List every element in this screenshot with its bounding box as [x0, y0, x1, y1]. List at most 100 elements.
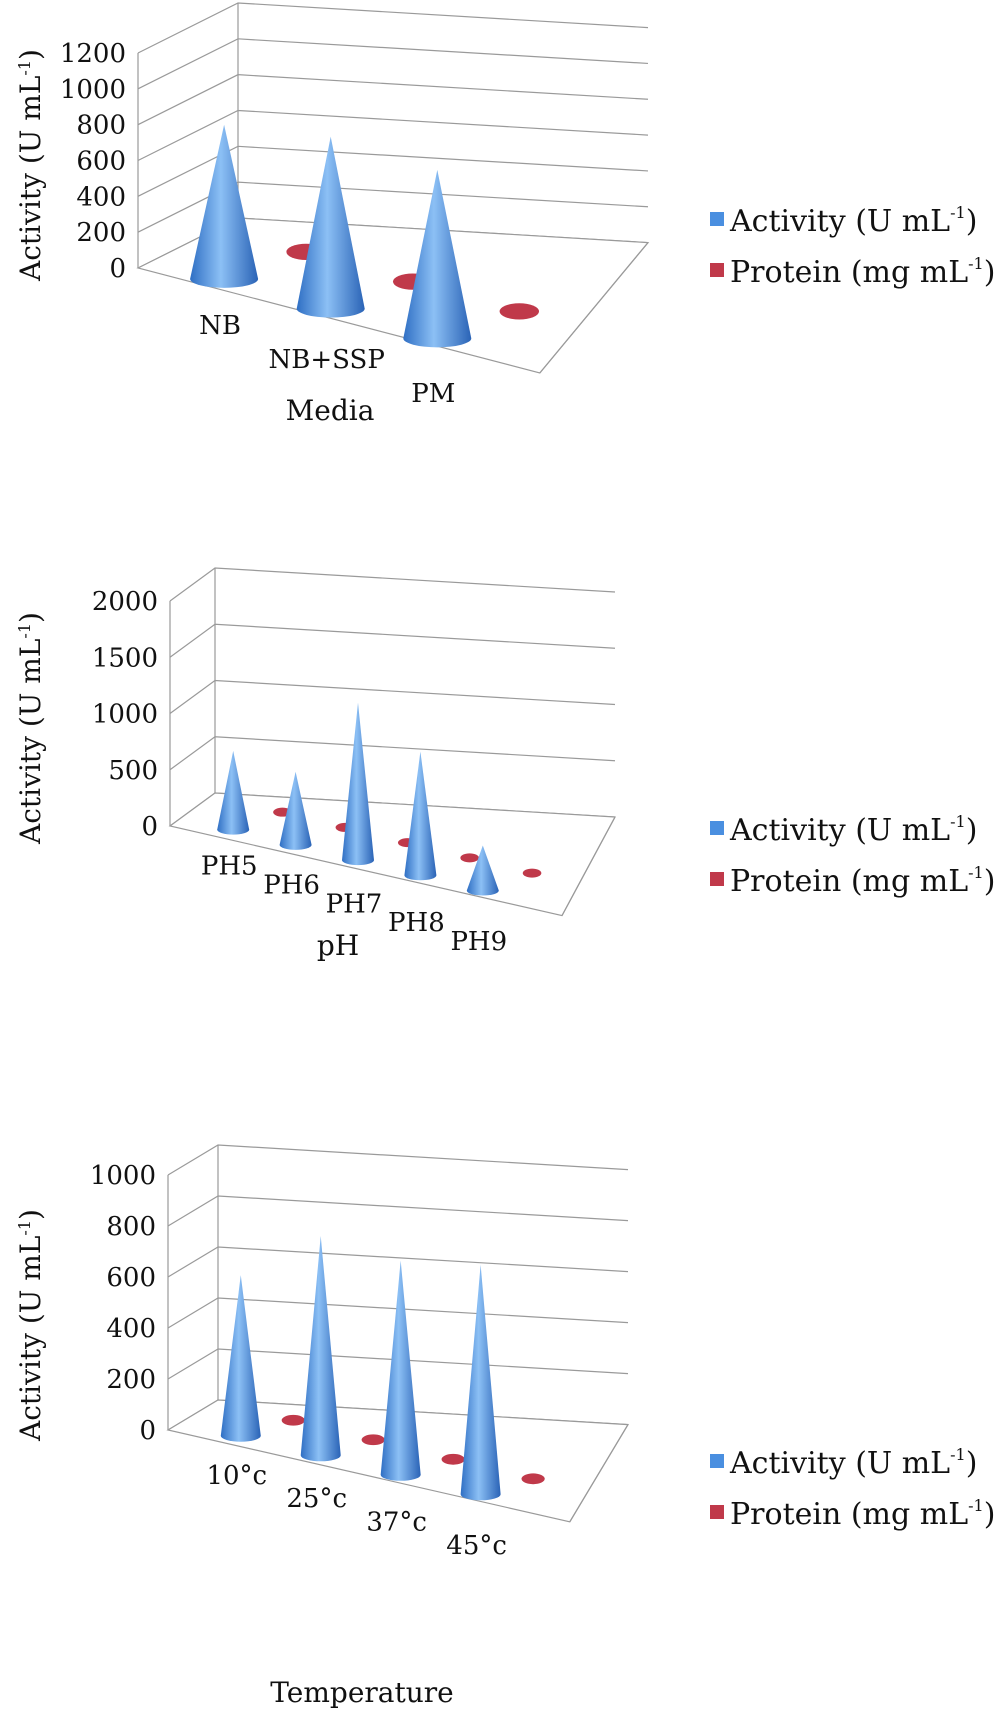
legend-swatch-activity [710, 1453, 724, 1468]
y-tick-label: 200 [106, 1365, 156, 1395]
protein-disc [521, 1473, 545, 1485]
protein-disc [460, 853, 479, 863]
legend-swatch-protein [710, 1504, 724, 1519]
chart-media: 0 200 400 600 800 1000 1200 Activity (U mL-1) NB… [14, 2, 650, 427]
activity-cone-body [342, 702, 374, 866]
x-tick-label: NB+SSP [269, 345, 385, 375]
y-tick-label: 0 [109, 254, 126, 284]
activity-cone-body [404, 751, 437, 881]
legend-ph: Activity (U mL-1) Protein (mg mL-1) [710, 802, 995, 904]
x-axis-label: pH [317, 929, 359, 962]
y-ticks: 0 500 1000 1500 2000 [92, 587, 158, 842]
activity-cone [404, 751, 437, 881]
x-tick-label: 37°c [366, 1507, 427, 1537]
activity-cone [300, 1235, 341, 1462]
activity-cone [217, 750, 250, 835]
floor-edge [561, 816, 616, 916]
y-tick-label: 500 [108, 756, 158, 786]
gridline [169, 679, 616, 714]
legend-item-activity: Activity (U mL-1) [710, 802, 995, 853]
x-tick-label: PH9 [450, 927, 507, 957]
activity-cone [342, 702, 374, 866]
gridline [169, 567, 616, 602]
x-tick-label: 10°c [206, 1461, 267, 1491]
chart-panel-temperature: 0 200 400 600 800 1000 Activity (U mL-1) 10°c 25… [0, 1144, 1000, 1715]
marks [220, 1235, 545, 1501]
legend-item-protein: Protein (mg mL-1) [710, 1486, 995, 1537]
activity-cone-body [300, 1235, 341, 1462]
floor-edge [539, 242, 649, 374]
activity-cone [380, 1260, 421, 1481]
x-tick-label: 25°c [286, 1484, 347, 1514]
legend-item-activity: Activity (U mL-1) [710, 193, 995, 244]
activity-cone-body [466, 845, 499, 896]
x-tick-label: PH8 [388, 908, 445, 938]
activity-cone-body [460, 1264, 501, 1501]
activity-cone-body [403, 169, 472, 348]
y-tick-label: 800 [106, 1212, 156, 1242]
x-tick-label: NB [199, 311, 241, 341]
gridline [137, 109, 649, 162]
legend-media: Activity (U mL-1) Protein (mg mL-1) [710, 193, 995, 295]
protein-disc [361, 1434, 385, 1446]
y-tick-label: 2000 [92, 587, 158, 617]
y-ticks: 0 200 400 600 800 1000 [90, 1161, 156, 1446]
x-tick-label: 45°c [446, 1531, 507, 1561]
gridline [137, 38, 649, 90]
legend-item-activity: Activity (U mL-1) [710, 1435, 995, 1486]
x-axis-label: Media [286, 394, 375, 427]
x-tick-label: PH5 [201, 852, 258, 882]
x-tick-label: PH6 [263, 870, 320, 900]
y-tick-label: 400 [106, 1314, 156, 1344]
y-tick-label: 400 [76, 182, 126, 212]
legend-swatch-protein [710, 871, 724, 886]
protein-disc [441, 1453, 465, 1465]
grid [168, 567, 616, 917]
protein-disc [281, 1414, 305, 1426]
y-tick-label: 1200 [60, 39, 126, 69]
activity-cone-body [217, 750, 250, 835]
y-tick-label: 600 [76, 147, 126, 177]
activity-cone [403, 169, 472, 348]
gridline [137, 2, 649, 54]
chart-panel-media: 0 200 400 600 800 1000 1200 Activity (U mL-1) NB… [0, 0, 1000, 470]
y-tick-label: 1000 [92, 700, 158, 730]
legend-swatch-activity [710, 820, 724, 835]
activity-cone [466, 845, 499, 896]
y-axis-label: Activity (U mL-1) [14, 49, 47, 282]
y-tick-label: 0 [139, 1416, 156, 1446]
x-axis-label: Temperature [270, 1676, 453, 1709]
y-tick-label: 200 [76, 218, 126, 248]
legend-item-protein: Protein (mg mL-1) [710, 244, 995, 295]
y-tick-label: 0 [141, 812, 158, 842]
activity-cone-body [296, 136, 365, 318]
legend-swatch-protein [710, 262, 724, 277]
activity-cone [279, 771, 312, 850]
y-tick-label: 1500 [92, 643, 158, 673]
y-tick-label: 800 [76, 111, 126, 141]
x-tick-label: PM [411, 379, 455, 409]
activity-cone [296, 136, 365, 318]
activity-cone-body [279, 771, 312, 850]
activity-cone [460, 1264, 501, 1501]
y-axis-label: Activity (U mL-1) [14, 1209, 47, 1442]
gridline [167, 1246, 629, 1278]
floor-edge [569, 1424, 629, 1523]
activity-cone [190, 124, 259, 288]
gridline [137, 74, 649, 126]
y-ticks: 0 200 400 600 800 1000 1200 [60, 39, 126, 284]
legend-temperature: Activity (U mL-1) Protein (mg mL-1) [710, 1435, 995, 1537]
gridline [169, 623, 616, 658]
y-tick-label: 600 [106, 1263, 156, 1293]
activity-cone-body [220, 1275, 261, 1442]
chart-temperature: 0 200 400 600 800 1000 Activity (U mL-1) 10°c 25… [14, 1144, 630, 1709]
activity-cone-body [190, 124, 259, 288]
activity-cone [220, 1275, 261, 1442]
y-tick-label: 1000 [90, 1161, 156, 1191]
marks [190, 124, 540, 348]
protein-disc [522, 868, 542, 878]
y-tick-label: 1000 [60, 75, 126, 105]
gridline [169, 736, 616, 771]
marks [217, 702, 542, 896]
